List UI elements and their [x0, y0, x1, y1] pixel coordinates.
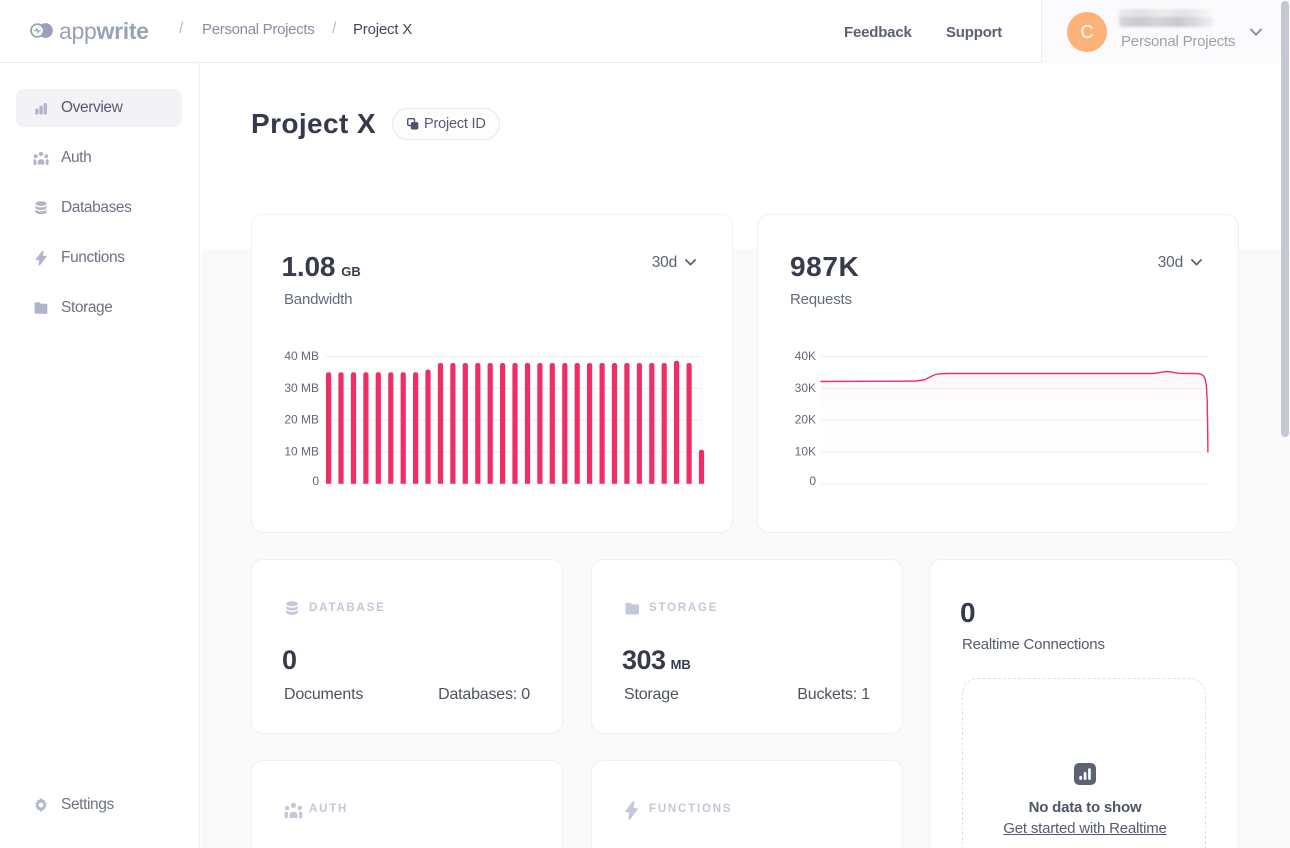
svg-text:0: 0 — [312, 474, 319, 488]
svg-text:40 MB: 40 MB — [284, 349, 319, 363]
svg-text:20K: 20K — [795, 413, 816, 427]
svg-text:20 MB: 20 MB — [284, 413, 319, 427]
svg-text:30K: 30K — [795, 381, 816, 395]
svg-text:40K: 40K — [795, 349, 816, 363]
svg-text:10K: 10K — [795, 445, 816, 459]
svg-text:10 MB: 10 MB — [284, 445, 319, 459]
svg-text:0: 0 — [809, 474, 816, 488]
svg-text:30 MB: 30 MB — [284, 381, 319, 395]
